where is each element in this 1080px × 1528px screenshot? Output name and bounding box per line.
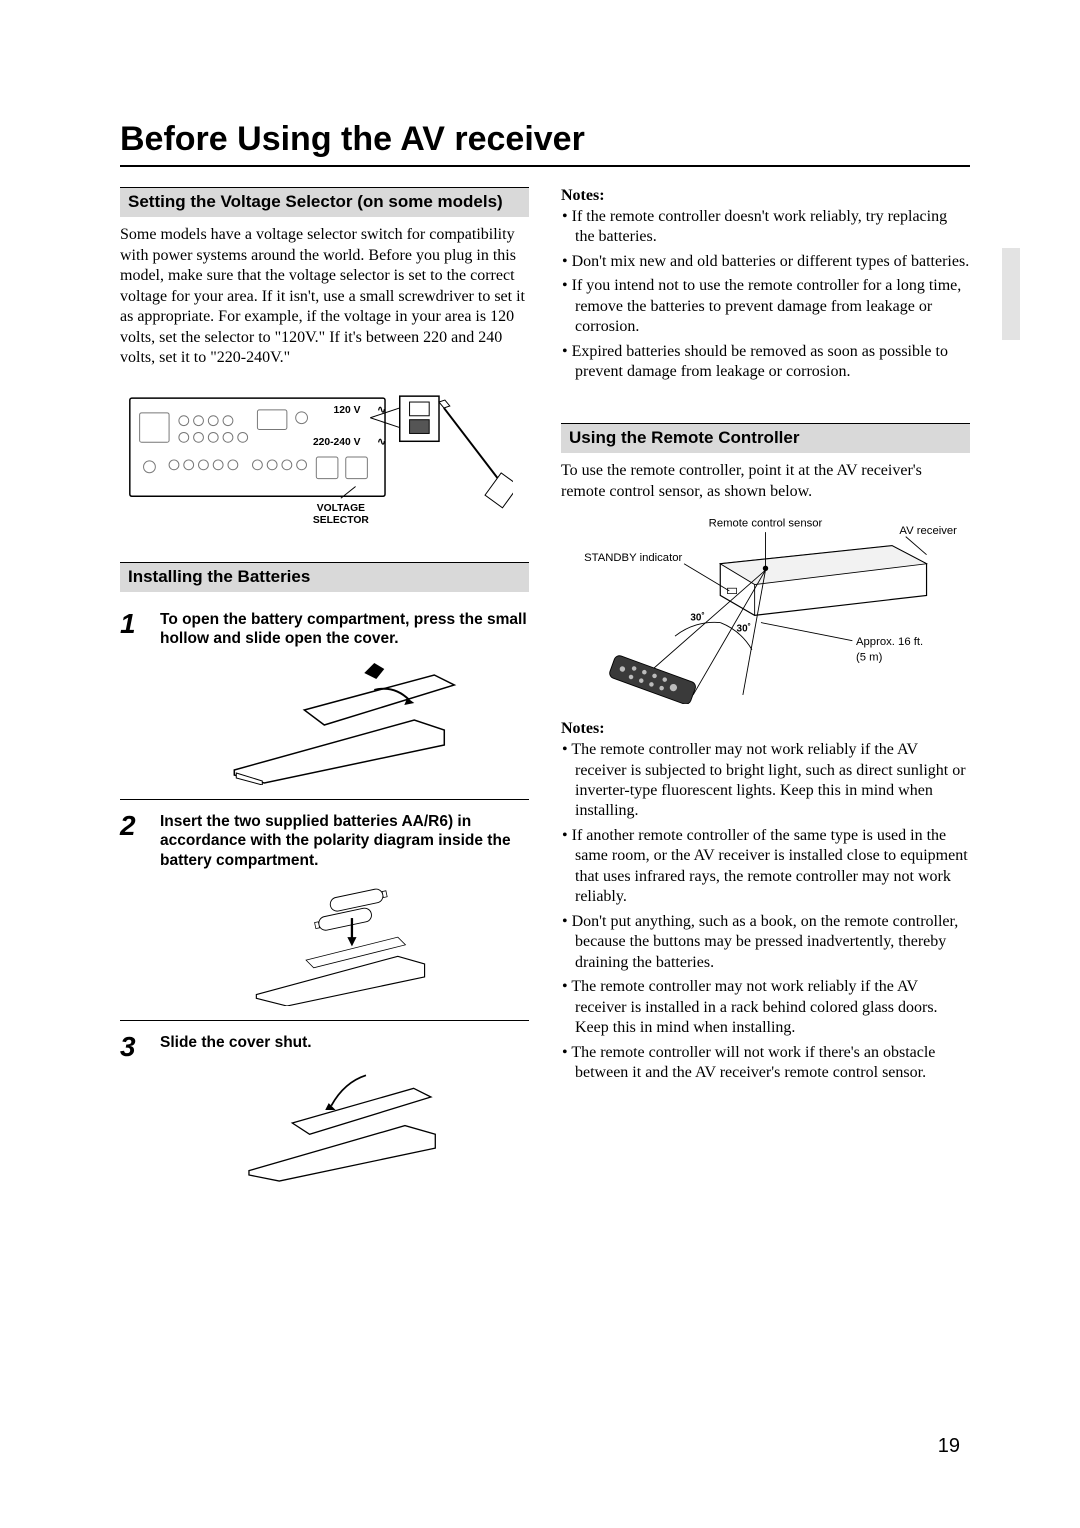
section-heading-batteries: Installing the Batteries [120, 562, 529, 592]
two-column-layout: Setting the Voltage Selector (on some mo… [120, 187, 970, 1204]
step-row: 1 To open the battery compartment, press… [120, 600, 529, 800]
label-220v: 220-240 V [313, 437, 361, 448]
label-120v: 120 V [334, 405, 361, 416]
section-heading-voltage: Setting the Voltage Selector (on some mo… [120, 187, 529, 217]
notes-label: Notes: [561, 187, 970, 205]
label-standby: STANDBY indicator [584, 552, 682, 564]
note-item: If another remote controller of the same… [561, 826, 970, 908]
step-row: 2 Insert the two supplied batteries AA/R… [120, 802, 529, 1021]
section-heading-remote: Using the Remote Controller [561, 423, 970, 453]
notes-list-1: If the remote controller doesn't work re… [561, 207, 970, 383]
remote-body-text: To use the remote controller, point it a… [561, 461, 970, 502]
step-row: 3 Slide the cover shut. [120, 1023, 529, 1202]
voltage-body-text: Some models have a voltage selector swit… [120, 225, 529, 368]
step-number: 2 [120, 812, 146, 1010]
step-text: Slide the cover shut. [160, 1033, 529, 1052]
label-selector: SELECTOR [313, 514, 369, 525]
step-text: Insert the two supplied batteries AA/R6)… [160, 812, 529, 870]
step-text: To open the battery compartment, press t… [160, 610, 529, 649]
note-item: The remote controller may not work relia… [561, 740, 970, 822]
note-item: If the remote controller doesn't work re… [561, 207, 970, 248]
label-remote-sensor: Remote control sensor [709, 518, 823, 530]
step3-illustration [193, 1058, 496, 1188]
step1-illustration [193, 655, 496, 785]
step-number: 3 [120, 1033, 146, 1192]
page-number: 19 [938, 1435, 960, 1458]
notes-list-2: The remote controller may not work relia… [561, 740, 970, 1084]
step-number: 1 [120, 610, 146, 789]
note-item: The remote controller may not work relia… [561, 977, 970, 1038]
notes-label: Notes: [561, 720, 970, 738]
label-distance-1: Approx. 16 ft. [856, 636, 923, 648]
label-voltage: VOLTAGE [317, 503, 365, 514]
page-title: Before Using the AV receiver [120, 120, 970, 167]
label-av-receiver: AV receiver [899, 525, 957, 537]
left-column: Setting the Voltage Selector (on some mo… [120, 187, 529, 1204]
note-item: Don't mix new and old batteries or diffe… [561, 252, 970, 272]
label-angle-2: 30˚ [737, 624, 751, 635]
voltage-selector-figure: 120 V ∿ 220-240 V ∿ VOLTAGE SELECTOR [120, 387, 513, 527]
label-angle-1: 30˚ [690, 613, 704, 624]
label-distance-2: (5 m) [856, 652, 883, 664]
remote-controller-figure: Remote control sensor STANDBY indicator … [561, 514, 970, 704]
svg-text:∿: ∿ [377, 405, 386, 416]
svg-text:∿: ∿ [377, 437, 386, 448]
note-item: Don't put anything, such as a book, on t… [561, 912, 970, 973]
step2-illustration [193, 876, 496, 1006]
note-item: Expired batteries should be removed as s… [561, 342, 970, 383]
right-column: Notes: If the remote controller doesn't … [561, 187, 970, 1204]
note-item: If you intend not to use the remote cont… [561, 276, 970, 337]
page-edge-tab [1002, 248, 1020, 340]
note-item: The remote controller will not work if t… [561, 1043, 970, 1084]
